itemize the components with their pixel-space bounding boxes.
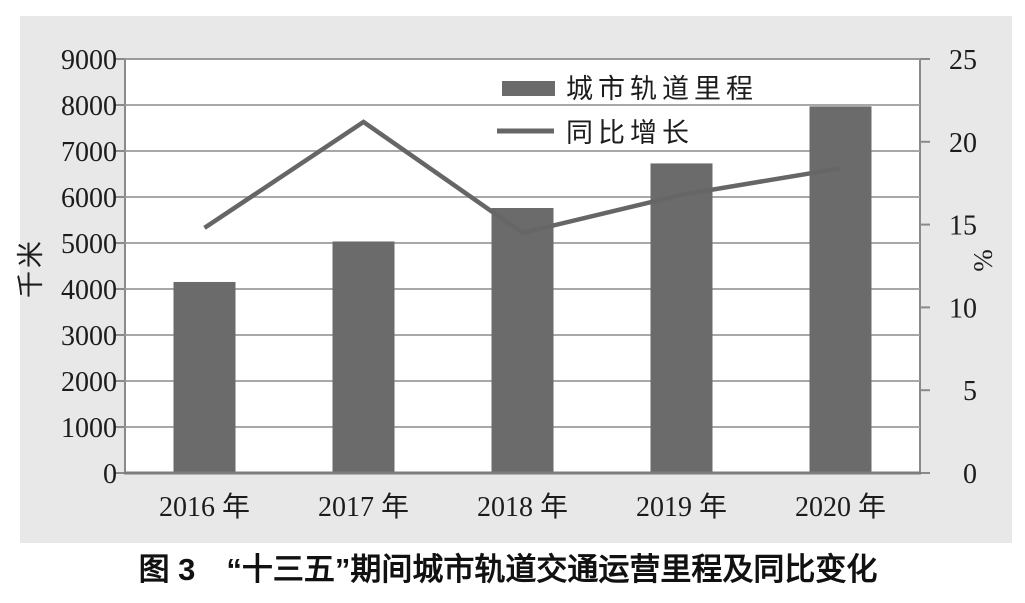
- left-axis-tick-label-0: 0: [103, 459, 117, 490]
- left-axis-tick-label-4000: 4000: [61, 275, 117, 306]
- right-axis-labels: 0 5 10 15 20 25: [949, 45, 977, 490]
- left-axis-title: 千米: [16, 238, 46, 298]
- x-tick-label-2019: 2019 年: [636, 491, 727, 523]
- right-axis-title: %: [968, 246, 998, 272]
- left-axis-tick-label-2000: 2000: [61, 367, 117, 398]
- left-axis-tick-label-5000: 5000: [61, 229, 117, 260]
- left-axis-tick-label-3000: 3000: [61, 321, 117, 352]
- bar-2019: [650, 163, 713, 474]
- bar-series-layer: [173, 106, 872, 474]
- line-series-layer: [203, 119, 841, 236]
- left-axis-tick-label-9000: 9000: [61, 45, 117, 76]
- legend-line-label: 同比增长: [566, 118, 694, 148]
- x-axis-labels: 2016 年 2017 年 2018 年 2019 年 2020 年: [159, 491, 886, 523]
- right-axis-tick-label-15: 15: [949, 211, 977, 242]
- left-axis-tick-label-6000: 6000: [61, 183, 117, 214]
- legend-bar-label: 城市轨道里程: [566, 74, 758, 104]
- left-axis-tick-label-1000: 1000: [61, 413, 117, 444]
- left-axis-tick-label-8000: 8000: [61, 91, 117, 122]
- right-axis-tick-label-20: 20: [949, 128, 977, 159]
- bar-2017: [332, 241, 395, 473]
- bar-2020: [809, 106, 872, 473]
- left-axis-tick-label-7000: 7000: [61, 137, 117, 168]
- x-tick-label-2017: 2017 年: [318, 491, 409, 523]
- x-tick-label-2018: 2018 年: [477, 491, 568, 523]
- legend: 城市轨道里程 同比增长: [497, 74, 758, 148]
- figure-caption: 图 3 “十三五”期间城市轨道交通运营里程及同比变化: [139, 552, 878, 587]
- left-axis-labels: 0 1000 2000 3000 4000 5000 6000 7000 8000 9000: [61, 45, 117, 490]
- x-tick-label-2020: 2020 年: [795, 491, 886, 523]
- right-axis-tick-label-0: 0: [963, 459, 977, 490]
- right-axis-tick-label-5: 5: [963, 376, 977, 407]
- axis-ticks-layer: [115, 58, 930, 474]
- x-tick-label-2016: 2016 年: [159, 491, 250, 523]
- growth-line: [203, 119, 841, 236]
- right-axis-tick-label-25: 25: [949, 45, 977, 76]
- bar-2018: [491, 207, 554, 473]
- right-axis-tick-label-10: 10: [949, 293, 977, 324]
- legend-bar-swatch: [502, 81, 555, 96]
- bar-2016: [173, 281, 236, 473]
